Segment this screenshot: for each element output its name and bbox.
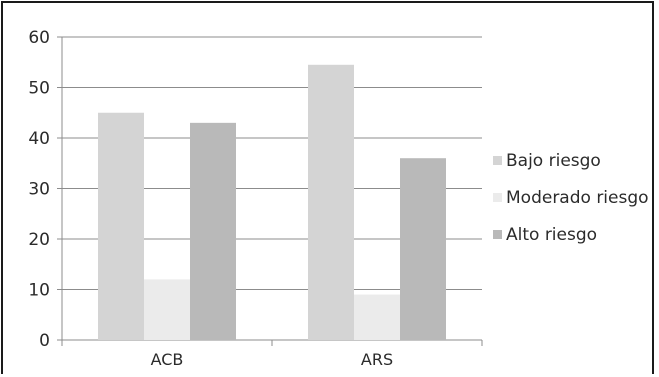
bar-ars-bajo-riesgo xyxy=(308,64,354,341)
legend: Bajo riesgo Moderado riesgo Alto riesgo xyxy=(493,151,649,245)
legend-label-alto-riesgo: Alto riesgo xyxy=(506,225,597,245)
y-tick-label-0: 0 xyxy=(39,331,50,351)
y-tick-labels: 0 10 20 30 40 50 60 xyxy=(28,28,62,351)
bar-ars-alto-riesgo xyxy=(400,158,446,340)
y-tick-label-30: 30 xyxy=(28,180,50,200)
bar-acb-moderado-riesgo xyxy=(144,279,190,340)
y-tick-label-10: 10 xyxy=(28,281,50,301)
legend-label-bajo-riesgo: Bajo riesgo xyxy=(506,151,601,171)
bar-acb-bajo-riesgo xyxy=(98,112,144,340)
legend-label-moderado-riesgo: Moderado riesgo xyxy=(506,188,649,208)
bar-ars-moderado-riesgo xyxy=(354,294,400,340)
x-category-label-ars: ARS xyxy=(361,350,393,369)
bars xyxy=(98,64,446,341)
bar-acb-alto-riesgo xyxy=(190,122,236,340)
y-tick-label-40: 40 xyxy=(28,129,50,149)
legend-swatch-bajo-riesgo xyxy=(493,156,502,165)
legend-swatch-alto-riesgo xyxy=(493,230,502,239)
y-tick-label-20: 20 xyxy=(28,230,50,250)
x-category-label-acb: ACB xyxy=(151,350,184,369)
x-category-labels: ACB ARS xyxy=(151,350,394,369)
y-tick-label-50: 50 xyxy=(28,79,50,99)
y-tick-label-60: 60 xyxy=(28,28,50,48)
legend-swatch-moderado-riesgo xyxy=(493,193,502,202)
